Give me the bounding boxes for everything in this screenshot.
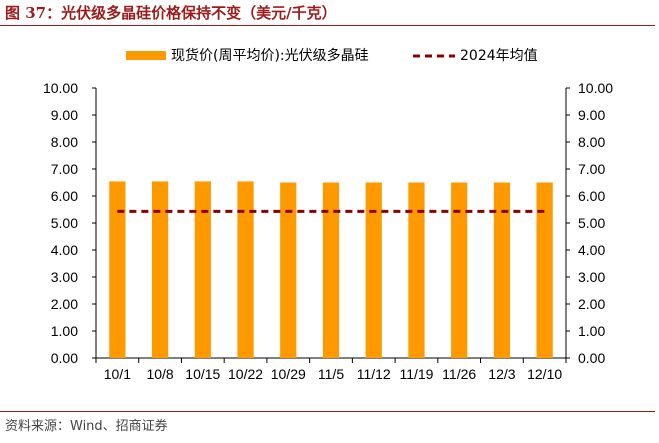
bar bbox=[493, 182, 511, 358]
x-tick-label: 10/29 bbox=[271, 366, 306, 382]
y2-tick-label: 1.00 bbox=[578, 323, 605, 339]
x-tick-label: 10/22 bbox=[228, 366, 263, 382]
axes bbox=[92, 87, 570, 363]
x-tick-label: 10/15 bbox=[185, 366, 220, 382]
y-tick-label: 9.00 bbox=[51, 107, 78, 123]
y-tick-label: 10.00 bbox=[43, 80, 78, 96]
y2-tick-label: 4.00 bbox=[578, 242, 605, 258]
x-tick-label: 11/26 bbox=[442, 366, 476, 382]
y-tick-label: 7.00 bbox=[51, 161, 78, 177]
y2-tick-label: 10.00 bbox=[578, 80, 613, 96]
legend: 现货价(周平均价):光伏级多晶硅 2024年均值 bbox=[126, 47, 538, 64]
y-tick-label: 5.00 bbox=[51, 215, 78, 231]
legend-bar-swatch bbox=[126, 51, 166, 60]
x-tick-label: 10/8 bbox=[146, 366, 173, 382]
bar bbox=[109, 181, 126, 358]
chart-title: 图 37：光伏级多晶硅价格保持不变（美元/千克） bbox=[5, 4, 337, 22]
y2-tick-label: 2.00 bbox=[578, 296, 605, 312]
legend-line-label: 2024年均值 bbox=[460, 48, 538, 64]
x-axis-labels: 10/1 10/8 10/15 10/22 10/29 11/5 11/12 11/19 11/… bbox=[104, 366, 563, 382]
legend-bar-label: 现货价(周平均价):光伏级多晶硅 bbox=[171, 47, 369, 64]
bar bbox=[322, 182, 340, 358]
bar bbox=[194, 181, 211, 358]
y2-tick-label: 0.00 bbox=[578, 350, 605, 366]
y-tick-label: 4.00 bbox=[51, 242, 78, 258]
bar bbox=[151, 181, 169, 358]
bar bbox=[365, 182, 382, 358]
y2-tick-label: 3.00 bbox=[578, 269, 605, 285]
footer-divider bbox=[0, 411, 655, 412]
y-tick-label: 1.00 bbox=[51, 323, 78, 339]
bar bbox=[280, 182, 297, 358]
title-divider bbox=[0, 25, 655, 26]
y2-tick-label: 8.00 bbox=[578, 134, 605, 150]
x-tick-label: 11/5 bbox=[318, 366, 344, 382]
y-tick-label: 2.00 bbox=[51, 296, 78, 312]
bar bbox=[237, 181, 254, 358]
y2-tick-label: 6.00 bbox=[578, 188, 605, 204]
bar bbox=[408, 182, 425, 358]
y-tick-label: 6.00 bbox=[51, 188, 78, 204]
y2-tick-label: 5.00 bbox=[578, 215, 605, 231]
x-tick-label: 11/12 bbox=[357, 366, 391, 382]
y-tick-label: 3.00 bbox=[51, 269, 78, 285]
y2-tick-label: 9.00 bbox=[578, 107, 605, 123]
y-tick-label: 0.00 bbox=[51, 350, 78, 366]
source-note: 资料来源：Wind、招商证券 bbox=[5, 419, 168, 434]
bars bbox=[109, 181, 553, 358]
bar bbox=[451, 182, 468, 358]
y-tick-label: 8.00 bbox=[51, 134, 78, 150]
chart: 现货价(周平均价):光伏级多晶硅 2024年均值 10/1 10/8 10/15 10/… bbox=[43, 47, 613, 382]
x-tick-label: 11/19 bbox=[399, 366, 433, 382]
x-tick-label: 12/10 bbox=[527, 366, 562, 382]
bar bbox=[536, 182, 553, 358]
y2-tick-label: 7.00 bbox=[578, 161, 605, 177]
x-tick-label: 10/1 bbox=[104, 366, 131, 382]
x-tick-label: 12/3 bbox=[488, 366, 515, 382]
y-axis-labels: 0.00 1.00 2.00 3.00 4.00 5.00 6.00 7.00 8.00 9.00… bbox=[43, 80, 613, 366]
